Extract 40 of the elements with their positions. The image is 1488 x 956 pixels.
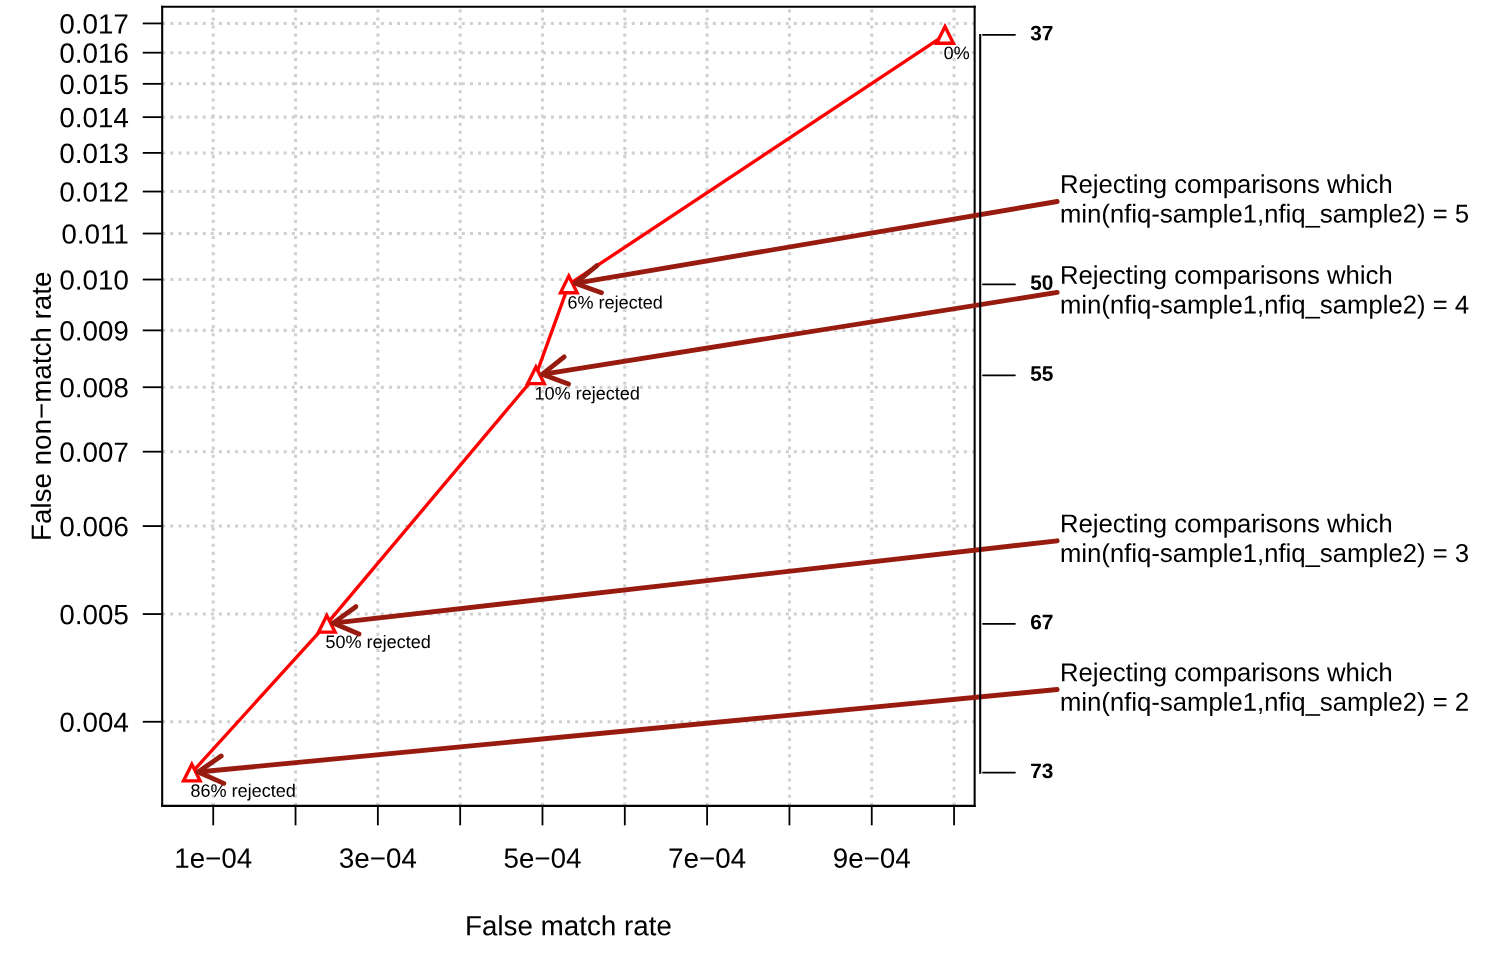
annotation: 6% rejected bbox=[568, 295, 662, 313]
x-tick-label: 7e−04 bbox=[669, 848, 746, 868]
y-tick-label: 0.005 bbox=[60, 604, 128, 625]
annotation: Rejecting comparisons which min(nfiq-sample1,nfiq_sample2) = 3 bbox=[1061, 513, 1468, 568]
text: 37 bbox=[1030, 25, 1053, 41]
y-tick-label: 0.008 bbox=[60, 377, 128, 398]
y-tick-label: 0.004 bbox=[60, 712, 129, 733]
y-tick-label: 0.012 bbox=[60, 182, 128, 202]
annotation: 0% bbox=[944, 46, 970, 60]
annotation: 10% rejected bbox=[535, 386, 639, 404]
y-tick-label: 0.011 bbox=[62, 224, 128, 244]
text: 50 bbox=[1030, 275, 1053, 290]
y-tick-label: 0.013 bbox=[60, 143, 128, 164]
point bbox=[525, 365, 546, 386]
annotation: Rejecting comparisons which min(nfiq-sample1,nfiq_sample2) = 2 bbox=[1061, 662, 1468, 717]
y-tick-label: 0.010 bbox=[60, 270, 128, 290]
y-tick-label: 0.006 bbox=[60, 516, 128, 537]
x-tick-label: 1e−04 bbox=[176, 848, 252, 868]
text: 55 bbox=[1030, 366, 1053, 381]
x-tick-label: 3e−04 bbox=[339, 848, 417, 868]
annotation: Rejecting comparisons which min(nfiq-sample1,nfiq_sample2) = 5 bbox=[1061, 174, 1469, 228]
text: 67 bbox=[1030, 614, 1053, 630]
x-tick-label: 5e−04 bbox=[504, 848, 581, 868]
point bbox=[935, 24, 956, 45]
point bbox=[315, 611, 338, 634]
y-tick-label: 0.017 bbox=[60, 14, 128, 34]
point bbox=[558, 274, 579, 295]
x-tick-label: 9e−04 bbox=[834, 848, 910, 868]
annotation: Rejecting comparisons which min(nfiq-sample1,nfiq_sample2) = 4 bbox=[1061, 265, 1469, 319]
point bbox=[180, 760, 203, 783]
y-tick-label: 0.014 bbox=[60, 107, 129, 128]
y-tick-label: 0.016 bbox=[60, 43, 128, 64]
x-axis-title: False match rate bbox=[467, 915, 671, 936]
y-tick-label: 0.007 bbox=[60, 442, 128, 463]
y-tick-label: 0.009 bbox=[60, 321, 128, 341]
annotation: 50% rejected bbox=[326, 634, 430, 652]
y-axis-title: False non−match rate bbox=[30, 272, 52, 539]
annotation: 86% rejected bbox=[191, 783, 295, 801]
y-tick-label: 0.015 bbox=[60, 74, 128, 95]
text: 73 bbox=[1031, 763, 1053, 779]
